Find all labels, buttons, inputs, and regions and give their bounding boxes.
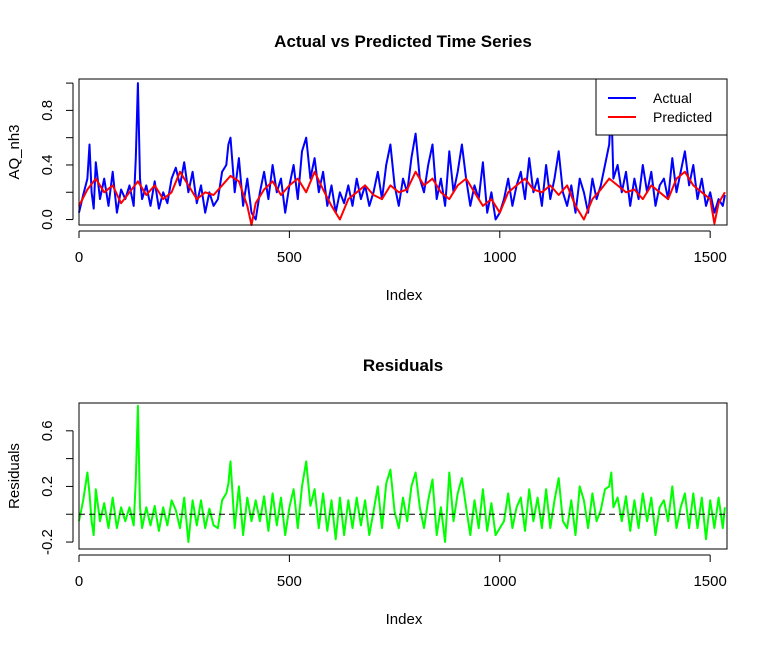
x-tick-label-0-1: 500 [277,249,302,266]
legend-box [595,78,728,136]
x-tick-label-0-2: 1000 [483,249,516,266]
y-tick-label-1-0: -0.2 [39,529,56,555]
x-tick-label-1-1: 500 [277,573,302,590]
legend-label-predicted: Predicted [653,109,712,125]
x-tick-label-0-0: 0 [75,249,83,266]
plot-box-1 [78,402,728,550]
x-tick-label-1-0: 0 [75,573,83,590]
x-tick-label-1-3: 1500 [693,573,726,590]
x-tick-label-1-2: 1000 [483,573,516,590]
series-line-actual [78,82,726,221]
y-tick-label-0-4: 0.8 [39,100,56,121]
plot-box-0 [78,78,728,226]
x-tick-label-0-3: 1500 [693,249,726,266]
y-axis-label-1: Residuals [6,443,23,509]
chart-title-0: Actual vs Predicted Time Series [274,32,532,51]
y-tick-label-1-2: 0.2 [39,476,56,497]
series-line-residuals [78,404,726,543]
y-tick-label-0-2: 0.4 [39,155,56,176]
legend-label-actual: Actual [653,90,692,106]
y-axis-label-0: AQ_nh3 [6,124,23,179]
series-line-predicted [78,170,726,226]
x-axis-label-0: Index [386,287,423,304]
y-tick-label-0-0: 0.0 [39,209,56,230]
y-tick-label-1-4: 0.6 [39,420,56,441]
chart-title-1: Residuals [363,356,443,375]
x-axis-label-1: Index [386,611,423,628]
